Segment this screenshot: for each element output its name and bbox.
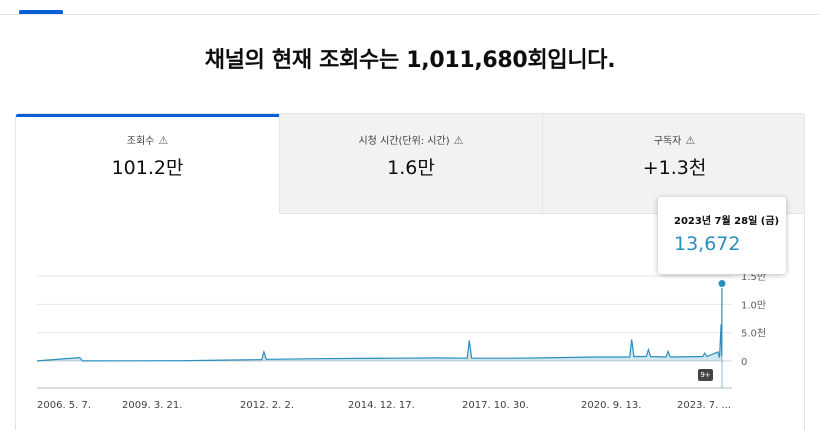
active-tab-indicator [19, 10, 63, 14]
tab-watch-time-value: 1.6만 [387, 157, 435, 179]
x-tick-label: 2006. 5. 7. [37, 400, 91, 411]
annotation-badge[interactable]: 9+ [698, 369, 713, 381]
tab-subscribers-label: 구독자 [653, 136, 682, 147]
data-point [717, 279, 727, 289]
series-area [37, 283, 722, 361]
warning-icon[interactable]: ⚠ [158, 134, 169, 147]
warning-icon[interactable]: ⚠ [685, 134, 696, 147]
y-tick-label: 5.0천 [741, 328, 766, 340]
tab-views-label: 조회수 [126, 136, 155, 147]
x-tick-label: 2017. 10. 30. [462, 400, 529, 411]
tooltip-value: 13,672 [674, 233, 741, 255]
x-tick-label: 2012. 2. 2. [240, 400, 294, 411]
y-tick-label: 1.0만 [741, 299, 766, 311]
chart-tooltip: 2023년 7월 28일 (금) 13,672 [658, 197, 786, 274]
tab-views[interactable]: 조회수 ⚠ 101.2만 [16, 114, 279, 214]
tooltip-date: 2023년 7월 28일 (금) [674, 216, 780, 227]
x-tick-label: 2009. 3. 21. [122, 400, 182, 411]
tab-watch-time[interactable]: 시청 시간(단위: 시간) ⚠ 1.6만 [279, 114, 542, 214]
tab-subscribers-value: +1.3천 [642, 157, 707, 179]
x-tick-label: 2020. 9. 13. [581, 400, 641, 411]
series-line [36, 283, 723, 362]
y-tick-label: 0 [741, 357, 747, 368]
page-headline: 채널의 현재 조회수는 1,011,680회입니다. [204, 48, 616, 73]
tab-views-value: 101.2만 [111, 157, 184, 179]
top-tab-bar [0, 0, 820, 15]
warning-icon[interactable]: ⚠ [453, 134, 464, 147]
y-tick-label: 1.5만 [741, 271, 766, 283]
x-tick-label: 2014. 12. 17. [348, 400, 415, 411]
tab-watch-time-label: 시청 시간(단위: 시간) [358, 136, 450, 147]
x-tick-label: 2023. 7. ... [677, 400, 731, 411]
